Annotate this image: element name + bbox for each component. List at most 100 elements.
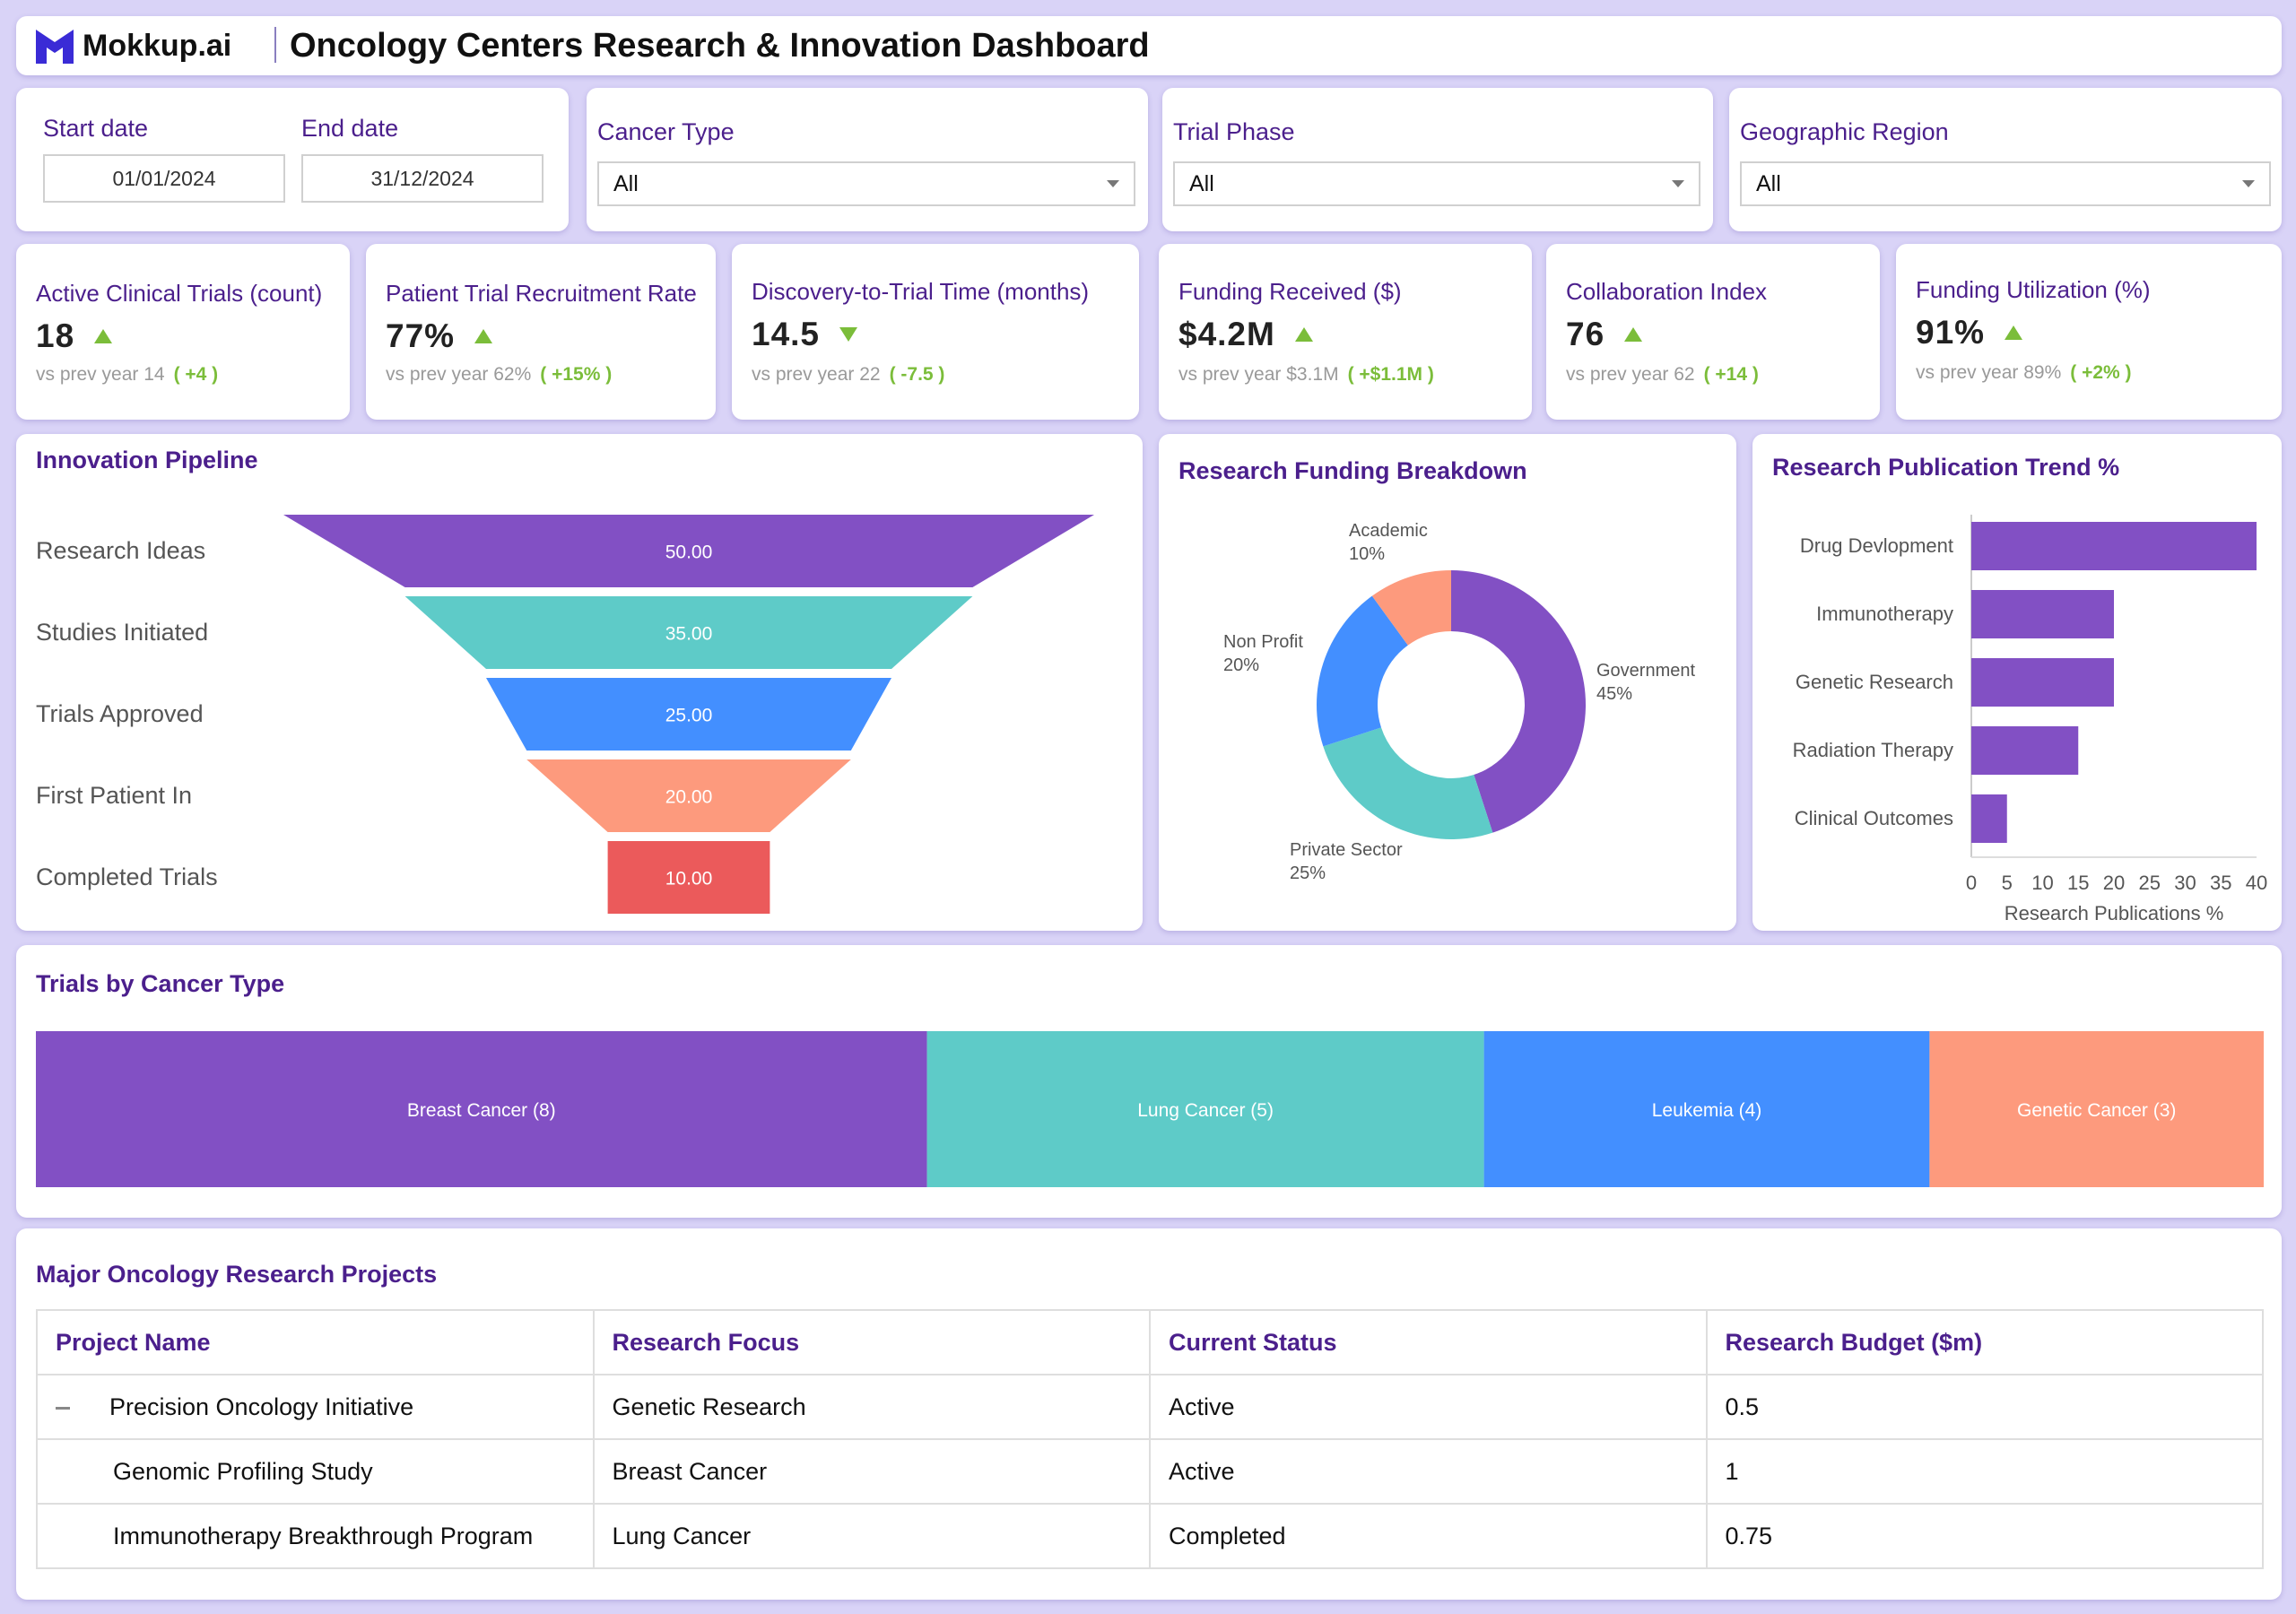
column-header[interactable]: Current Status — [1149, 1309, 1708, 1375]
kpi-comparison: vs prev year 22( -7.5 ) — [752, 364, 945, 385]
kpi-comparison: vs prev year $3.1M( +$1.1M ) — [1178, 364, 1434, 385]
table-cell: Completed — [1149, 1503, 1708, 1569]
start-date-input[interactable]: 01/01/2024 — [43, 154, 285, 203]
funnel-segment[interactable] — [283, 515, 1094, 587]
treemap-tile[interactable] — [1929, 1031, 2264, 1187]
x-tick-label: 10 — [2031, 872, 2053, 894]
bar-category-label: Genetic Research — [1796, 671, 1953, 693]
donut-percent-label: 25% — [1290, 863, 1326, 883]
funnel-stage-label: Trials Approved — [36, 699, 204, 727]
donut-slice[interactable] — [1451, 570, 1586, 833]
kpi-card: Discovery-to-Trial Time (months) 14.5 vs… — [732, 244, 1139, 420]
kpi-value: $4.2M — [1178, 316, 1313, 353]
publication-bar[interactable] — [1971, 590, 2114, 638]
table-cell: Genetic Research — [592, 1374, 1151, 1440]
donut-category-label: Government — [1596, 661, 1695, 681]
trend-down-icon — [839, 327, 858, 342]
kpi-comparison: vs prev year 62%( +15% ) — [386, 364, 613, 385]
innovation-pipeline-card: Innovation Pipeline Research Ideas Studie… — [16, 434, 1143, 931]
table-row[interactable]: Precision Oncology Initiative Genetic Re… — [36, 1374, 2264, 1440]
funding-title: Research Funding Breakdown — [1178, 457, 1527, 484]
x-tick-label: 5 — [2002, 872, 2013, 894]
funnel-value-label: 25.00 — [665, 706, 713, 726]
table-cell: Precision Oncology Initiative — [36, 1374, 595, 1440]
trend-up-icon — [94, 329, 113, 343]
kpi-comparison: vs prev year 14( +4 ) — [36, 364, 219, 385]
treemap-label: Lung Cancer (5) — [1137, 1100, 1274, 1121]
table-cell: Active — [1149, 1438, 1708, 1505]
donut-slice[interactable] — [1317, 595, 1408, 747]
trial-phase-select[interactable]: All — [1173, 161, 1700, 206]
funnel-segment[interactable] — [607, 841, 770, 914]
x-tick-label: 40 — [2246, 872, 2267, 894]
table-cell: Breast Cancer — [592, 1438, 1151, 1505]
kpi-card: Active Clinical Trials (count) 18 vs pre… — [16, 244, 350, 420]
pipeline-title: Innovation Pipeline — [36, 447, 258, 473]
funnel-stage-label: First Patient In — [36, 781, 193, 809]
column-header[interactable]: Research Budget ($m) — [1705, 1309, 2264, 1375]
chevron-down-icon — [2242, 180, 2255, 187]
treemap-tile[interactable] — [926, 1031, 1484, 1187]
funnel-segment[interactable] — [404, 596, 973, 669]
projects-card: Major Oncology Research Projects Project… — [16, 1228, 2282, 1600]
cancer-type-filter-card: Cancer Type All — [587, 88, 1148, 231]
treemap-label: Genetic Cancer (3) — [2017, 1100, 2176, 1121]
funnel-stage-label: Completed Trials — [36, 863, 218, 890]
treemap-tile[interactable] — [1483, 1031, 1930, 1187]
x-tick-label: 0 — [1966, 872, 1977, 894]
end-date-label: End date — [301, 115, 399, 142]
publication-bar[interactable] — [1971, 726, 2079, 775]
chevron-down-icon — [1107, 180, 1119, 187]
treemap-label: Leukemia (4) — [1652, 1100, 1762, 1121]
funnel-stage-label: Research Ideas — [36, 536, 206, 564]
cancer-type-select[interactable]: All — [597, 161, 1135, 206]
cancer-type-label: Cancer Type — [597, 118, 735, 145]
funnel-value-label: 10.00 — [665, 869, 713, 889]
table-cell: Genomic Profiling Study — [36, 1438, 595, 1505]
table-header-row: Project Name Research Focus Current Stat… — [36, 1309, 2264, 1375]
column-header[interactable]: Research Focus — [592, 1309, 1151, 1375]
donut-percent-label: 45% — [1596, 684, 1632, 704]
table-row[interactable]: Immunotherapy Breakthrough Program Lung … — [36, 1503, 2264, 1569]
donut-slice[interactable] — [1371, 570, 1451, 646]
funnel-segment[interactable] — [526, 759, 851, 832]
donut-slice[interactable] — [1323, 727, 1493, 839]
funnel-value-label: 50.00 — [665, 542, 713, 563]
x-tick-label: 15 — [2067, 872, 2089, 894]
funnel-stage-label: Studies Initiated — [36, 618, 209, 646]
funnel-segment[interactable] — [486, 678, 891, 751]
treemap-tile[interactable] — [36, 1031, 927, 1187]
donut-category-label: Non Profit — [1223, 632, 1303, 652]
funnel-chart: 50.00 35.00 25.00 20.00 10.00 — [283, 515, 1094, 914]
kpi-comparison: vs prev year 89%( +2% ) — [1916, 362, 2132, 383]
column-header[interactable]: Project Name — [36, 1309, 595, 1375]
kpi-card: Collaboration Index 76 vs prev year 62( … — [1546, 244, 1880, 420]
date-filter-card: Start date 01/01/2024 End date 31/12/202… — [16, 88, 569, 231]
collapse-icon[interactable] — [56, 1406, 70, 1410]
end-date-input[interactable]: 31/12/2024 — [301, 154, 544, 203]
publication-title: Research Publication Trend % — [1772, 454, 2120, 481]
table-cell: Lung Cancer — [592, 1503, 1151, 1569]
cancer-type-value: All — [613, 170, 639, 196]
kpi-value: 77% — [386, 317, 493, 355]
funnel-value-label: 35.00 — [665, 624, 713, 645]
publication-bar[interactable] — [1971, 522, 2257, 570]
publication-bar[interactable] — [1971, 658, 2114, 707]
region-select[interactable]: All — [1740, 161, 2271, 206]
kpi-card: Patient Trial Recruitment Rate 77% vs pr… — [366, 244, 716, 420]
kpi-value: 91% — [1916, 314, 2023, 351]
kpi-title: Patient Trial Recruitment Rate — [386, 280, 697, 307]
kpi-title: Funding Utilization (%) — [1916, 276, 2151, 303]
kpi-value: 14.5 — [752, 316, 858, 353]
kpi-comparison: vs prev year 62( +14 ) — [1566, 364, 1759, 385]
trial-phase-value: All — [1189, 170, 1214, 196]
kpi-card: Funding Utilization (%) 91% vs prev year… — [1896, 244, 2282, 420]
page-title: Oncology Centers Research & Innovation D… — [290, 27, 1150, 65]
region-value: All — [1756, 170, 1781, 196]
bar-category-label: Clinical Outcomes — [1795, 807, 1953, 829]
publication-bar[interactable] — [1971, 794, 2007, 843]
trend-up-icon — [1624, 327, 1643, 342]
table-row[interactable]: Genomic Profiling Study Breast Cancer Ac… — [36, 1438, 2264, 1505]
kpi-value: 76 — [1566, 316, 1643, 353]
mokkup-logo-icon — [36, 29, 74, 64]
